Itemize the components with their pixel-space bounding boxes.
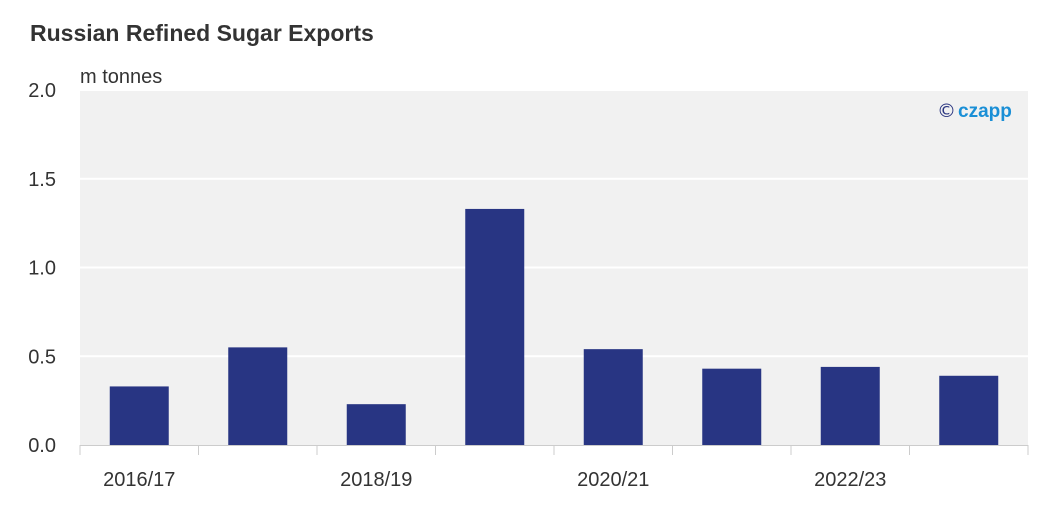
bar-2020/21 [583, 349, 643, 445]
brand-logo: czapp [958, 101, 1012, 122]
x-tick-label: 2022/23 [814, 469, 886, 491]
y-tick-label: 1.0 [28, 258, 56, 280]
y-tick-label: 1.5 [28, 169, 56, 191]
watermark: © czapp [937, 100, 1012, 122]
bars [109, 208, 999, 445]
bar-2021/22 [702, 368, 762, 445]
y-axis: 0.0 0.5 1.0 1.5 2.0 [28, 80, 56, 457]
bar-2016/17 [109, 386, 169, 445]
y-axis-unit-label: m tonnes [80, 66, 162, 88]
bar-2017/18 [228, 347, 288, 445]
y-tick-label: 0.0 [28, 435, 56, 457]
x-tick-label: 2020/21 [577, 469, 649, 491]
x-tick-label: 2018/19 [340, 469, 412, 491]
bar-2018/19 [346, 404, 406, 445]
x-axis: 2016/17 2018/19 2020/21 2022/23 [79, 445, 1029, 491]
chart-title: Russian Refined Sugar Exports [30, 20, 374, 46]
y-tick-label: 0.5 [28, 346, 56, 368]
y-tick-label: 2.0 [28, 80, 56, 102]
bar-2023/24 [939, 375, 999, 445]
bar-2022/23 [820, 366, 880, 445]
copyright-symbol: © [937, 100, 956, 122]
x-tick-label: 2016/17 [103, 469, 175, 491]
bar-2019/20 [465, 208, 525, 445]
